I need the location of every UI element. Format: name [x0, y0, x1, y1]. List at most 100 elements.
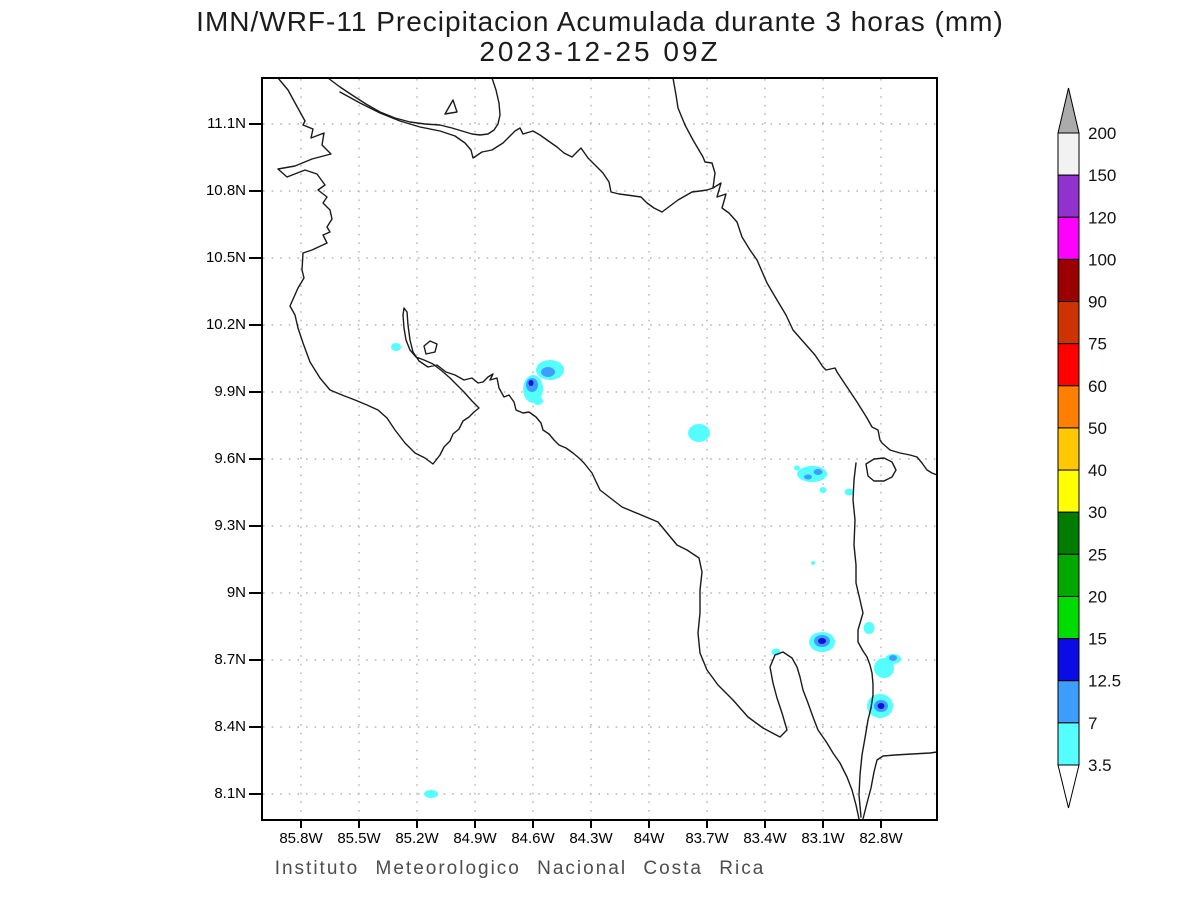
- lon-tick-label: 85.5W: [337, 830, 381, 847]
- lat-tick-label: 11.1N: [207, 115, 246, 132]
- precip-cell: [391, 343, 401, 351]
- axis-tick: [249, 324, 262, 326]
- axis-tick: [249, 458, 262, 460]
- caribbean-coastline: [672, 77, 938, 476]
- colorbar-cell: [1057, 638, 1080, 682]
- axis-tick: [249, 257, 262, 259]
- colorbar-cell: [1057, 469, 1080, 513]
- precip-cell: [541, 367, 555, 377]
- gridlines: [263, 79, 936, 819]
- colorbar-cell: [1057, 595, 1080, 640]
- nicaragua-border-river-line: [339, 91, 714, 213]
- lat-tick-label: 8.7N: [214, 651, 246, 668]
- precipitation-layer: [391, 343, 901, 798]
- lat-tick-label: 10.8N: [205, 182, 246, 199]
- colorbar-label: 15: [1088, 630, 1107, 649]
- lat-tick-label: 9.3N: [214, 517, 246, 534]
- precip-cell: [804, 474, 812, 480]
- axis-tick: [249, 525, 262, 527]
- valid-time: 2023-12-25 09Z: [479, 36, 721, 67]
- colorbar-cell: [1057, 216, 1080, 260]
- axis-tick: [358, 820, 360, 828]
- lat-tick-label: 9.6N: [214, 450, 246, 467]
- colorbar-label: 200: [1088, 124, 1116, 143]
- lake-island-outline: [444, 99, 458, 115]
- colorbar-label: 120: [1088, 208, 1116, 227]
- panama-border-line: [852, 462, 874, 818]
- lon-tick-label: 84.6W: [511, 830, 555, 847]
- axis-tick: [590, 820, 592, 828]
- precip-cell: [844, 488, 854, 496]
- colorbar-cell: [1057, 680, 1080, 724]
- colorbar-cell: [1057, 722, 1080, 766]
- costa-rica-map: [261, 77, 938, 821]
- precip-cell: [813, 469, 823, 475]
- lat-tick-label: 9.9N: [214, 383, 246, 400]
- precip-cell: [688, 424, 710, 442]
- precip-cell: [863, 622, 875, 634]
- lon-tick-label: 84.3W: [569, 830, 613, 847]
- isla-chira-outline: [423, 340, 438, 355]
- lon-tick-label: 82.8W: [859, 830, 903, 847]
- lat-tick-label: 9N: [226, 584, 246, 601]
- colorbar-end-arrow: [1057, 764, 1080, 809]
- axis-tick: [249, 793, 262, 795]
- colorbar-cell: [1057, 343, 1080, 387]
- pacific-coastline: [277, 77, 860, 820]
- axis-tick: [249, 592, 262, 594]
- axis-tick: [249, 391, 262, 393]
- lat-tick-label: 8.1N: [214, 785, 246, 802]
- colorbar-label: 75: [1088, 335, 1107, 354]
- precip-cell: [528, 380, 534, 386]
- colorbar-label: 100: [1088, 250, 1116, 269]
- lon-tick-label: 83.1W: [801, 830, 845, 847]
- lon-tick-label: 84.9W: [453, 830, 497, 847]
- precip-cell: [811, 561, 815, 565]
- colorbar-cell: [1057, 258, 1080, 303]
- precip-cell: [877, 703, 885, 709]
- axis-tick: [648, 820, 650, 828]
- colorbar-cell: [1057, 174, 1080, 218]
- colorbar-label: 12.5: [1088, 672, 1121, 691]
- lat-tick-label: 8.4N: [214, 718, 246, 735]
- precip-cell: [797, 466, 827, 482]
- axis-tick: [474, 820, 476, 828]
- colorbar-label: 3.5: [1088, 756, 1112, 775]
- precip-cell: [889, 655, 897, 661]
- axis-tick: [532, 820, 534, 828]
- lake-nicaragua-shoreline: [327, 77, 501, 136]
- axis-tick: [249, 659, 262, 661]
- colorbar-cell: [1057, 385, 1080, 429]
- lon-tick-label: 83.7W: [685, 830, 729, 847]
- axis-tick: [249, 726, 262, 728]
- colorbar: 200 150 120 100 90 75 60 50 40 30 25 20 15 12.5 7 3.5: [1057, 87, 1121, 809]
- lon-tick-label: 85.2W: [395, 830, 439, 847]
- lat-tick-label: 10.2N: [205, 316, 246, 333]
- lon-tick-label: 85.8W: [279, 830, 323, 847]
- colorbar-label: 25: [1088, 545, 1107, 564]
- precip-cell: [533, 397, 543, 405]
- colorbar-label: 150: [1088, 166, 1116, 185]
- precip-cell: [819, 487, 827, 493]
- axis-tick: [249, 123, 262, 125]
- colorbar-label: 60: [1088, 377, 1107, 396]
- lon-tick-label: 83.4W: [743, 830, 787, 847]
- axis-tick: [416, 820, 418, 828]
- colorbar-cell: [1057, 301, 1080, 345]
- axis-tick: [706, 820, 708, 828]
- colorbar-end-arrow: [1057, 87, 1080, 134]
- credit-text: Instituto Meteorologico Nacional Costa R…: [274, 858, 766, 879]
- colorbar-cell: [1057, 132, 1080, 176]
- colorbar-label: 20: [1088, 587, 1107, 606]
- colorbar-label: 90: [1088, 293, 1107, 312]
- lon-tick-label: 84W: [633, 830, 665, 847]
- axis-tick: [249, 190, 262, 192]
- page-title: IMN/WRF-11 Precipitacion Acumulada duran…: [196, 6, 1004, 37]
- precip-cell: [818, 638, 826, 644]
- coastal-lagoon-outline: [865, 457, 897, 482]
- axis-tick: [880, 820, 882, 828]
- precip-cell: [424, 790, 438, 798]
- colorbar-label: 50: [1088, 419, 1107, 438]
- colorbar-cell: [1057, 427, 1080, 471]
